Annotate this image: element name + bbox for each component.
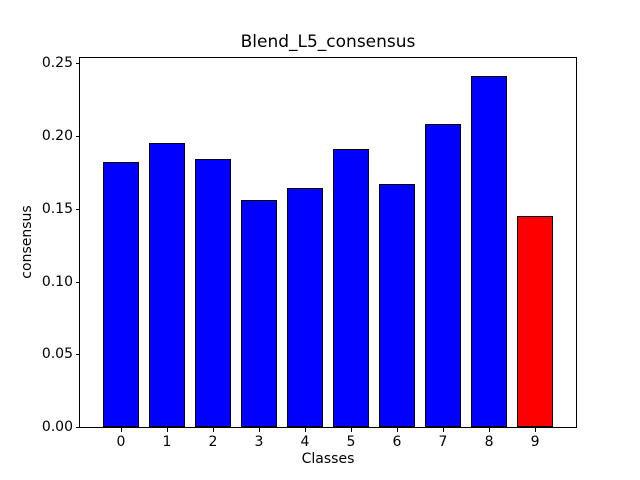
- y-tick-label: 0.15: [41, 200, 73, 217]
- x-tick: [212, 428, 214, 432]
- bar-class-1: [148, 143, 186, 428]
- y-tick: [76, 427, 80, 429]
- bar-class-3: [240, 200, 278, 428]
- x-tick: [304, 428, 306, 432]
- x-tick-label: 7: [438, 434, 448, 451]
- x-tick: [443, 428, 445, 432]
- y-tick-label: 0.20: [41, 127, 73, 144]
- x-tick: [397, 428, 399, 432]
- y-tick-label: 0.25: [41, 55, 73, 72]
- y-axis-label: consensus: [19, 205, 35, 279]
- x-tick-label: 1: [162, 434, 172, 451]
- x-axis-label: Classes: [301, 451, 355, 467]
- bar-class-4: [286, 188, 324, 428]
- bar-class-2: [194, 159, 232, 428]
- bar-class-6: [378, 183, 416, 428]
- y-tick: [76, 208, 80, 210]
- y-tick-label: 0.10: [41, 273, 73, 290]
- x-tick-label: 6: [392, 434, 402, 451]
- y-tick: [76, 135, 80, 137]
- y-tick-label: 0.05: [41, 346, 73, 363]
- x-tick-label: 0: [116, 434, 126, 451]
- x-tick-label: 5: [346, 434, 356, 451]
- x-tick: [166, 428, 168, 432]
- bar-class-0: [102, 162, 140, 428]
- x-tick-label: 8: [484, 434, 494, 451]
- bar-class-9: [516, 216, 554, 428]
- x-tick-label: 4: [300, 434, 310, 451]
- y-tick: [76, 63, 80, 65]
- x-tick: [258, 428, 260, 432]
- y-tick: [76, 281, 80, 283]
- bar-class-5: [332, 149, 370, 428]
- x-tick-label: 2: [208, 434, 218, 451]
- bar-class-8: [470, 76, 508, 428]
- plot-area: [79, 57, 577, 428]
- bar-class-7: [424, 124, 462, 428]
- chart-title: Blend_L5_consensus: [240, 32, 416, 52]
- y-tick-label: 0.00: [41, 419, 73, 436]
- x-tick: [489, 428, 491, 432]
- x-tick: [351, 428, 352, 432]
- y-tick: [76, 354, 80, 356]
- x-tick: [120, 428, 122, 432]
- x-tick: [535, 428, 537, 432]
- x-tick-label: 3: [254, 434, 264, 451]
- x-tick-label: 9: [530, 434, 540, 451]
